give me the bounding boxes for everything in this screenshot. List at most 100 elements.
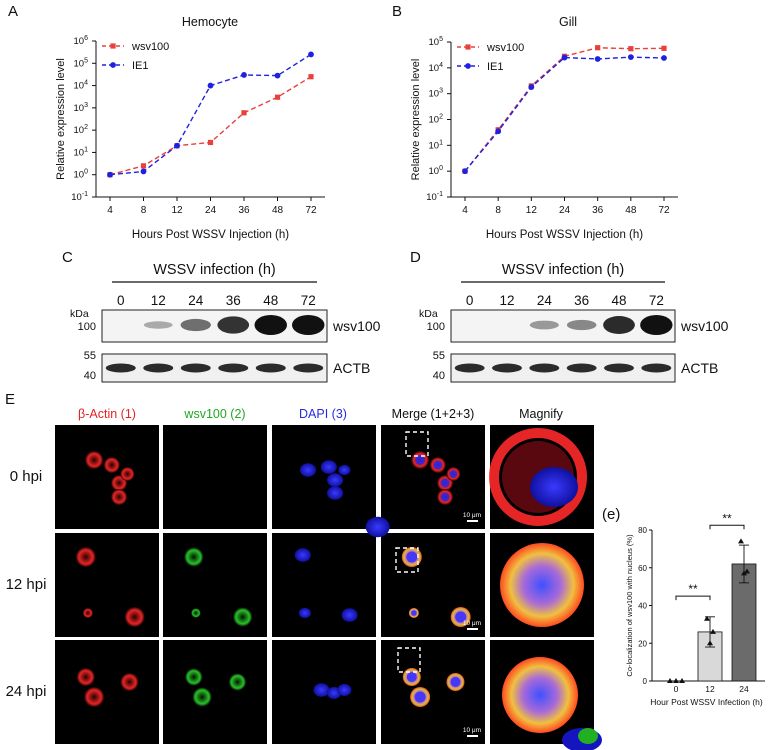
cell-red <box>75 547 96 567</box>
band-control <box>105 363 136 373</box>
cell-green <box>228 673 247 691</box>
y-tick-label: 105 <box>74 57 89 69</box>
cell-merge-nucleus <box>411 610 417 616</box>
panel-letter-a: A <box>8 3 18 20</box>
cell-blue <box>327 486 344 500</box>
y-tick-label: 103 <box>74 102 89 114</box>
y-tick-label: 102 <box>74 124 89 136</box>
chart-title: Hemocyte <box>182 15 238 29</box>
cell-blue <box>313 683 330 697</box>
data-point <box>710 628 716 634</box>
data-point <box>528 84 535 90</box>
x-tick-label: 36 <box>592 205 604 216</box>
legend-marker <box>465 44 471 50</box>
legend-label: IE1 <box>487 61 504 73</box>
band-control <box>529 363 560 373</box>
cell-blue <box>338 464 351 476</box>
y-tick-label: 100 <box>429 165 444 177</box>
column-header: Merge (1+2+3) <box>392 407 475 421</box>
cell-red <box>120 673 139 691</box>
marker-100: 100 <box>78 321 96 333</box>
y-tick-label: 102 <box>429 114 444 126</box>
data-point <box>174 142 180 149</box>
cell-blue <box>327 473 344 487</box>
blot-header: WSSV infection (h) <box>502 262 625 278</box>
magnify-neighbor-green <box>578 728 598 744</box>
column-header: Magnify <box>519 407 564 421</box>
data-point <box>308 74 314 80</box>
data-point <box>679 678 685 683</box>
control-label: ACTB <box>681 360 718 376</box>
cell-blue <box>337 684 352 696</box>
data-point <box>274 94 281 100</box>
lane-label: 72 <box>301 293 316 308</box>
target-label: wsv100 <box>332 318 381 334</box>
y-tick-label: 105 <box>429 36 444 48</box>
micro-tile <box>55 640 159 744</box>
cell-green <box>233 607 253 627</box>
cell-merge-nucleus <box>415 455 426 465</box>
y-tick-label: 10-1 <box>71 191 88 203</box>
x-tick-label: 48 <box>625 205 637 216</box>
data-point <box>661 45 667 51</box>
scale-bar-label: 10 μm <box>463 727 481 734</box>
micro-tile <box>163 640 267 744</box>
y-axis-label: Relative expression level <box>55 58 67 180</box>
cell-red <box>85 451 104 469</box>
legend-label: wsv100 <box>486 42 524 54</box>
y-tick-label: 103 <box>429 88 444 100</box>
legend-marker <box>110 62 116 68</box>
microscopy-grid: β-Actin (1) wsv100 (2) DAPI (3) Merge (1+2+… <box>6 407 602 750</box>
band-control <box>180 363 211 373</box>
band-target <box>180 318 211 332</box>
cell-blue <box>294 548 311 562</box>
micro-tile <box>55 425 159 529</box>
chart-colocalization: 0 20 40 60 80 0 12 24 ** ** Co-localization of wsv… <box>625 511 765 707</box>
y-tick-label: 101 <box>429 139 444 151</box>
x-axis-label: Hours Post WSSV Injection (h) <box>486 229 643 241</box>
membrane-target <box>101 309 328 343</box>
x-tick-label: 36 <box>238 205 250 216</box>
cell-merge-nucleus <box>440 478 450 488</box>
y-axis-label: Relative expression level <box>410 59 422 181</box>
legend-label: wsv100 <box>131 41 169 53</box>
column-header: β-Actin (1) <box>78 407 136 421</box>
data-point <box>140 163 147 169</box>
data-point <box>462 168 468 175</box>
cell-merge-nucleus <box>406 672 417 682</box>
x-tick-label: 72 <box>305 205 317 216</box>
cell-green <box>192 687 212 707</box>
scale-bar-label: 10 μm <box>463 512 481 519</box>
cell-merge-nucleus <box>433 460 443 470</box>
target-label: wsv100 <box>680 318 729 334</box>
cell-blue <box>341 608 358 622</box>
y-tick-label: 104 <box>74 80 89 92</box>
cell-green <box>184 547 204 567</box>
sig-bracket <box>675 595 711 601</box>
lane-label: 36 <box>574 293 589 308</box>
marker-40: 40 <box>433 370 445 382</box>
magnify-cell <box>502 657 578 733</box>
band-target <box>292 315 325 335</box>
cell-merge-nucleus <box>449 470 458 478</box>
lane-label: 0 <box>117 293 125 308</box>
y-tick-label: 20 <box>638 639 647 648</box>
band-target <box>217 316 250 334</box>
zoom-box <box>395 547 419 573</box>
kda-label: kDa <box>70 308 89 320</box>
data-point <box>741 570 747 576</box>
data-point <box>140 168 147 175</box>
membrane-control <box>101 353 328 383</box>
lane-label: 48 <box>263 293 278 308</box>
band-target <box>640 315 673 335</box>
y-tick-label: 10-1 <box>426 191 443 203</box>
y-tick-label: 0 <box>643 677 648 686</box>
micro-tile <box>272 533 376 637</box>
cell-red <box>124 607 145 627</box>
band-target <box>529 320 559 330</box>
data-point <box>274 72 281 79</box>
lane-label: 24 <box>188 293 204 308</box>
